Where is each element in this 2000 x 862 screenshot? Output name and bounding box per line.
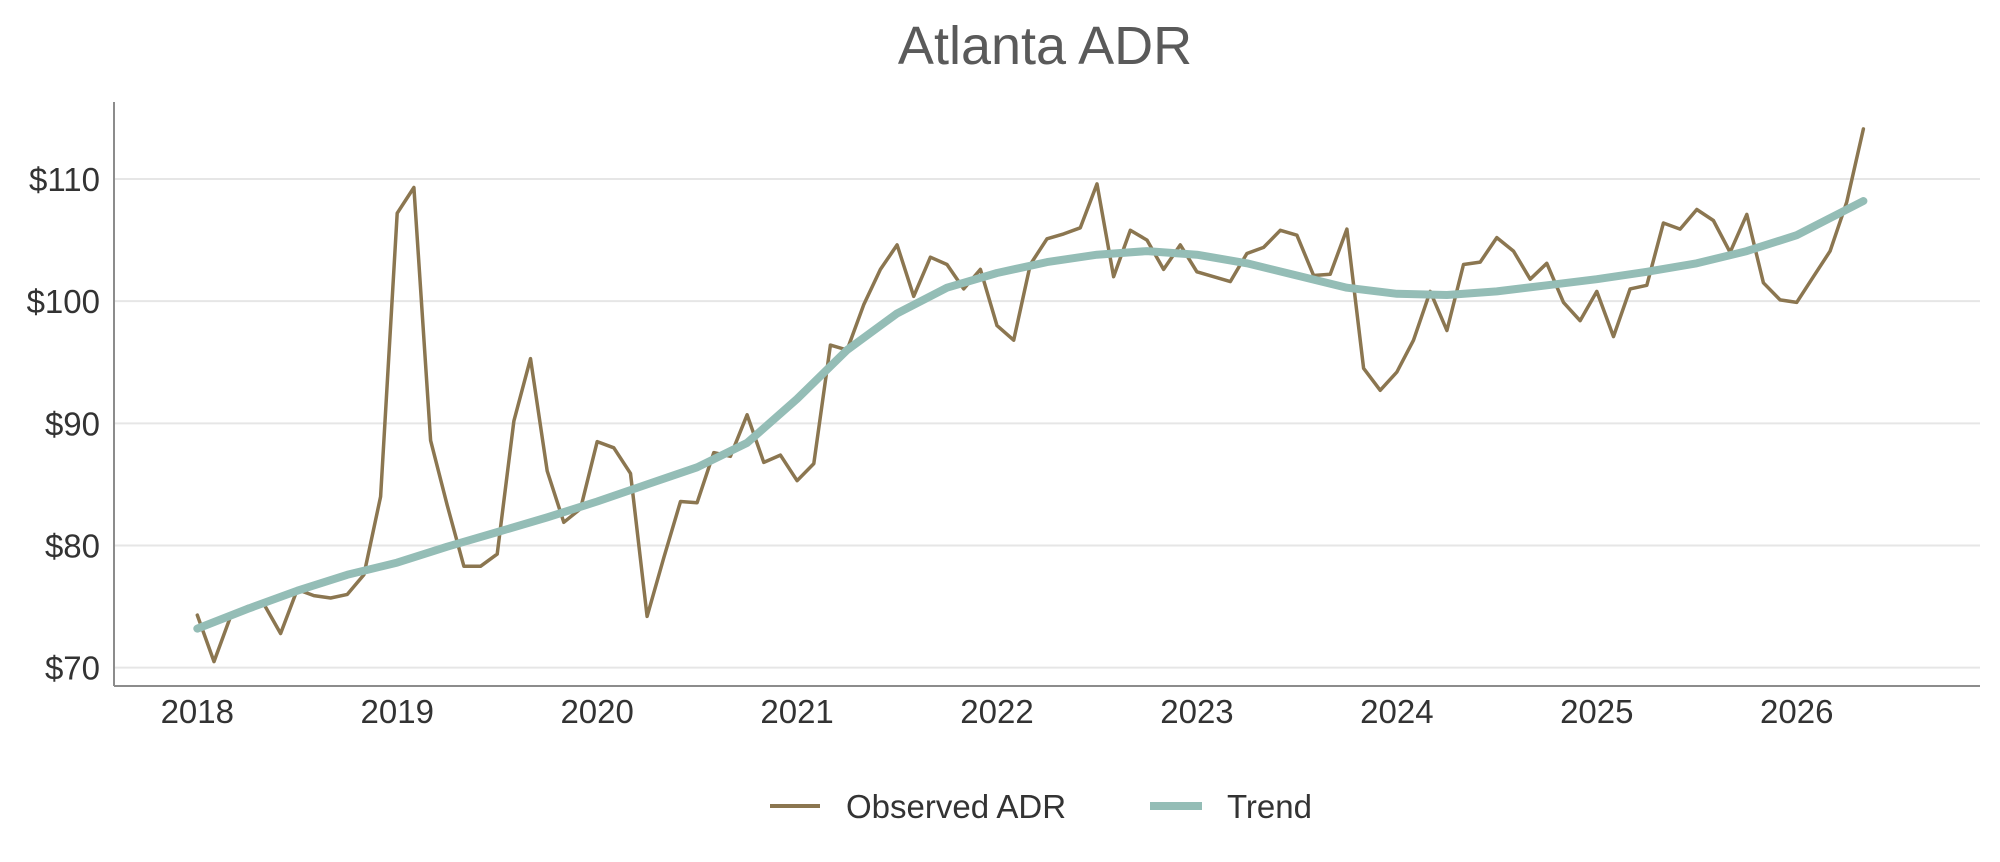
series-lines [193,127,1868,664]
x-tick-label: 2026 [1760,693,1833,730]
legend: Observed ADR Trend [770,788,1312,825]
legend-label-trend: Trend [1227,788,1312,825]
chart-title: Atlanta ADR [898,16,1192,76]
x-tick-label: 2019 [361,693,434,730]
x-tick-label: 2024 [1360,693,1433,730]
x-tick-label: 2018 [161,693,234,730]
x-tick-label: 2020 [560,693,633,730]
y-tick-label: $100 [27,283,100,320]
x-axis-ticks: 2018 2019 2020 2021 2022 2023 2024 2025 2026 [161,693,1834,730]
y-tick-label: $80 [45,527,100,564]
x-tick-label: 2021 [760,693,833,730]
y-tick-label: $110 [29,161,100,198]
x-tick-label: 2022 [960,693,1033,730]
gridlines [114,177,1980,669]
x-tick-label: 2023 [1160,693,1233,730]
y-axis-ticks: $70 $80 $90 $100 $110 [27,161,100,687]
x-tick-label: 2025 [1560,693,1633,730]
legend-label-observed: Observed ADR [846,788,1066,825]
series-line-observed-adr [195,127,1866,664]
y-tick-label: $70 [45,650,100,687]
y-tick-label: $90 [45,405,100,442]
series-line-trend [193,197,1868,633]
